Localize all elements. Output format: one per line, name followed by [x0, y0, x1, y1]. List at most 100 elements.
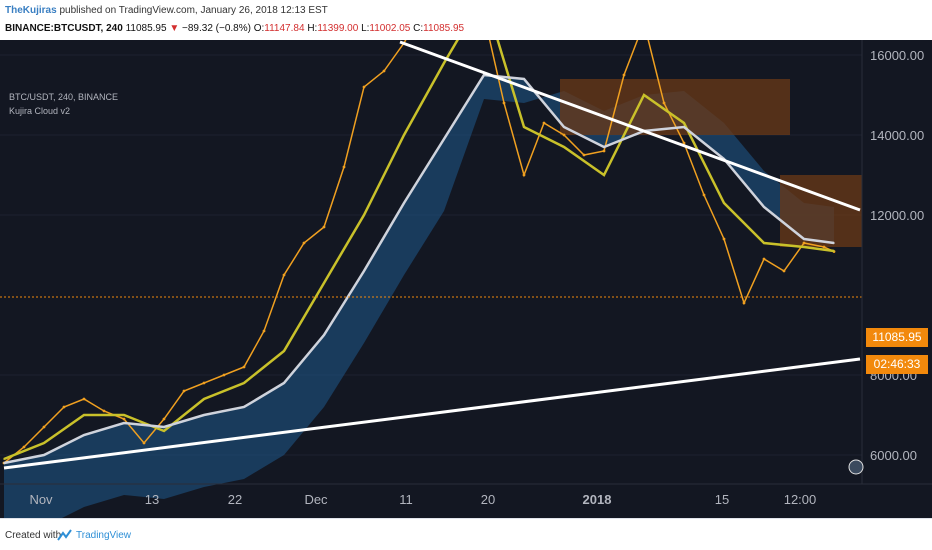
series-point [622, 73, 626, 77]
series-point [763, 242, 765, 244]
chart-pane[interactable]: 20000.0018000.0016000.0014000.0012000.00… [0, 40, 932, 518]
series-point [323, 334, 325, 336]
series-point [403, 202, 405, 204]
bar-countdown-tag: 02:46:33 [866, 355, 928, 374]
time-axis-label: 22 [228, 492, 242, 507]
series-point [563, 126, 565, 128]
series-line-2 [3, 73, 835, 465]
series-point [603, 146, 605, 148]
close-label: C: [413, 23, 424, 34]
series-point [243, 406, 245, 408]
series-point [363, 270, 365, 272]
series-point [283, 382, 285, 384]
publish-text: published on TradingView.com, January 26… [59, 5, 328, 16]
series-point [822, 245, 826, 249]
series-point [43, 454, 45, 456]
series-point [363, 214, 365, 216]
time-axis-label: Nov [29, 492, 53, 507]
series-point [763, 206, 765, 208]
low-label: L: [361, 23, 370, 34]
series-point [803, 246, 805, 248]
series-point [3, 458, 5, 460]
series-point [722, 237, 726, 241]
series-point [562, 133, 566, 137]
cloud-band [4, 75, 834, 518]
time-axis-label: 13 [145, 492, 159, 507]
upper-trendline[interactable] [399, 40, 861, 212]
price-axis[interactable]: 20000.0018000.0016000.0014000.0012000.00… [870, 40, 924, 463]
price-axis-label: 12000.00 [870, 208, 924, 223]
price-chart[interactable]: 20000.0018000.0016000.0014000.0012000.00… [0, 40, 932, 518]
lower-trendline[interactable] [3, 357, 861, 470]
current-price-tag: 11085.95 [866, 328, 928, 347]
series-point [782, 269, 786, 273]
series-point [382, 69, 386, 73]
series-point [42, 425, 46, 429]
series-point [662, 101, 666, 105]
series-point [323, 282, 325, 284]
series-point [262, 329, 266, 333]
series-point [182, 389, 186, 393]
series-point [203, 398, 205, 400]
chart-legend: BTC/USDT, 240, BINANCE Kujira Cloud v2 [9, 90, 118, 118]
series-point [3, 462, 5, 464]
publish-info: TheKujiras published on TradingView.com,… [5, 5, 328, 16]
series-point [682, 141, 686, 145]
series-point [342, 165, 346, 169]
series-point [163, 426, 165, 428]
time-axis[interactable]: Nov 13 22 Dec 11 20 2018 15 12:00 [29, 492, 816, 507]
tradingview-brand-link[interactable]: TradingView [76, 530, 132, 541]
series-point [683, 126, 685, 128]
author-link[interactable]: TheKujiras [5, 5, 57, 16]
created-with-text: Created with [5, 530, 62, 541]
series-point [282, 273, 286, 277]
series-point [443, 62, 445, 64]
down-arrow-icon: ▼ [169, 23, 180, 34]
high-label: H: [307, 23, 318, 34]
series-point [43, 442, 45, 444]
series-point [283, 350, 285, 352]
series-point [723, 202, 725, 204]
series-point [203, 414, 205, 416]
tradingview-logo-icon [57, 529, 72, 541]
price-axis-label: 14000.00 [870, 128, 924, 143]
series-point [643, 94, 645, 96]
series-point [542, 121, 546, 125]
close-value: 11085.95 [423, 23, 465, 34]
series-point [523, 78, 525, 80]
series-point [502, 101, 506, 105]
time-axis-label: 12:00 [784, 492, 817, 507]
series-point [202, 381, 206, 385]
ichimoku-cloud [4, 75, 862, 518]
series-point [162, 417, 166, 421]
symbol-legend: BTC/USDT, 240, BINANCE [9, 92, 119, 102]
series-point [163, 430, 165, 432]
series-point [322, 225, 326, 229]
series-point [22, 445, 26, 449]
series-point [222, 373, 226, 377]
series-point [833, 250, 835, 252]
time-axis-label: Dec [304, 492, 328, 507]
series-point [602, 149, 606, 153]
symbol-label: BINANCE:BTCUSDT, 240 [5, 23, 123, 34]
open-value: 11147.84 [264, 23, 305, 34]
series-point [62, 405, 66, 409]
time-axis-label: 2018 [583, 492, 612, 507]
chart-header: TheKujiras published on TradingView.com,… [0, 0, 932, 40]
series-point [523, 126, 525, 128]
indicator-legend[interactable]: Kujira Cloud v2 [9, 106, 71, 116]
series-point [483, 74, 485, 76]
settings-flag-icon[interactable] [848, 459, 864, 475]
last-price: 11085.95 [125, 23, 167, 34]
series-point [83, 414, 85, 416]
series-point [243, 382, 245, 384]
series-point [582, 153, 586, 157]
series-point [242, 365, 246, 369]
series-point [742, 301, 746, 305]
series-point [122, 417, 126, 421]
price-axis-label: 6000.00 [870, 448, 917, 463]
series-point [82, 397, 86, 401]
series-point [123, 422, 125, 424]
series-point [362, 85, 366, 89]
series-lines [2, 40, 836, 465]
